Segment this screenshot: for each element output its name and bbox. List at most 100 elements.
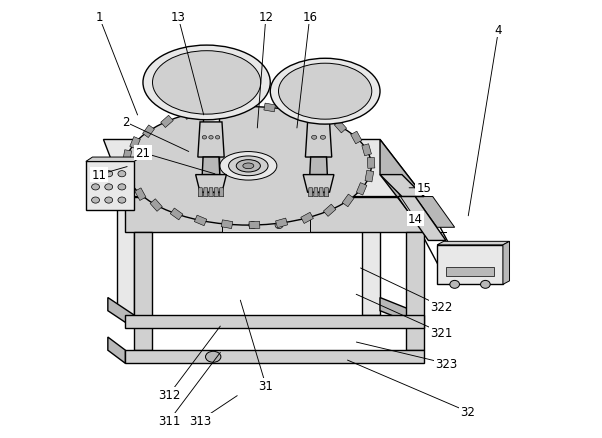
Ellipse shape: [92, 171, 99, 177]
Ellipse shape: [152, 52, 261, 115]
Polygon shape: [170, 208, 183, 220]
Polygon shape: [351, 132, 362, 145]
Polygon shape: [221, 220, 233, 229]
Polygon shape: [222, 219, 310, 232]
Ellipse shape: [92, 184, 99, 191]
Polygon shape: [290, 107, 302, 117]
Text: 15: 15: [417, 182, 432, 195]
Polygon shape: [446, 267, 494, 276]
Polygon shape: [203, 105, 219, 193]
Polygon shape: [125, 197, 424, 232]
Text: 4: 4: [495, 24, 502, 37]
Ellipse shape: [205, 351, 221, 363]
Polygon shape: [125, 177, 135, 188]
Polygon shape: [310, 158, 327, 175]
Ellipse shape: [216, 136, 220, 140]
Polygon shape: [198, 123, 224, 158]
Ellipse shape: [450, 281, 459, 289]
Polygon shape: [437, 245, 503, 285]
Polygon shape: [380, 175, 424, 197]
Polygon shape: [314, 188, 318, 197]
Polygon shape: [237, 104, 247, 111]
Polygon shape: [194, 215, 207, 226]
Polygon shape: [117, 162, 134, 315]
Ellipse shape: [118, 171, 126, 177]
Polygon shape: [180, 105, 233, 118]
Ellipse shape: [243, 164, 254, 170]
Polygon shape: [380, 298, 424, 328]
Text: 11: 11: [92, 169, 107, 182]
Polygon shape: [183, 109, 196, 120]
Polygon shape: [301, 213, 314, 224]
Ellipse shape: [202, 136, 206, 140]
Text: 312: 312: [158, 388, 181, 401]
Ellipse shape: [143, 46, 270, 120]
Polygon shape: [503, 242, 509, 285]
Ellipse shape: [118, 184, 126, 191]
Ellipse shape: [279, 64, 372, 120]
Polygon shape: [319, 188, 323, 197]
Ellipse shape: [209, 136, 213, 140]
Polygon shape: [209, 105, 221, 114]
Ellipse shape: [236, 160, 261, 173]
Ellipse shape: [125, 107, 371, 226]
Ellipse shape: [220, 152, 277, 180]
Text: 323: 323: [435, 357, 457, 370]
Polygon shape: [202, 158, 220, 175]
Polygon shape: [305, 123, 332, 158]
Ellipse shape: [249, 222, 256, 229]
Ellipse shape: [105, 184, 113, 191]
Polygon shape: [123, 150, 132, 162]
Polygon shape: [161, 116, 173, 128]
Polygon shape: [314, 113, 326, 124]
Polygon shape: [323, 205, 336, 217]
Ellipse shape: [105, 198, 113, 204]
Polygon shape: [104, 140, 424, 197]
Polygon shape: [125, 350, 424, 364]
Polygon shape: [311, 105, 326, 193]
Ellipse shape: [229, 157, 268, 176]
Text: 32: 32: [461, 405, 475, 418]
Polygon shape: [362, 175, 380, 315]
Ellipse shape: [480, 281, 490, 289]
Polygon shape: [108, 298, 134, 328]
Polygon shape: [209, 188, 213, 197]
Text: 13: 13: [170, 11, 185, 24]
Polygon shape: [130, 137, 140, 150]
Polygon shape: [324, 188, 329, 197]
Ellipse shape: [270, 59, 380, 125]
Polygon shape: [196, 175, 226, 193]
Polygon shape: [367, 158, 375, 169]
Polygon shape: [397, 197, 446, 241]
Text: 311: 311: [158, 414, 181, 427]
Polygon shape: [135, 188, 146, 201]
Polygon shape: [86, 162, 134, 210]
Polygon shape: [437, 242, 509, 245]
Text: 313: 313: [189, 414, 211, 427]
Ellipse shape: [105, 171, 113, 177]
Text: 2: 2: [122, 116, 129, 129]
Polygon shape: [108, 337, 125, 364]
Text: 12: 12: [258, 11, 273, 24]
Polygon shape: [198, 188, 203, 197]
Polygon shape: [415, 197, 455, 228]
Text: 31: 31: [258, 379, 273, 392]
Polygon shape: [150, 199, 163, 212]
Ellipse shape: [320, 136, 326, 140]
Text: 21: 21: [135, 147, 150, 160]
Polygon shape: [380, 140, 424, 232]
Polygon shape: [134, 232, 152, 350]
Ellipse shape: [312, 136, 317, 140]
Ellipse shape: [118, 198, 126, 204]
Polygon shape: [249, 222, 260, 229]
Polygon shape: [362, 145, 371, 156]
Polygon shape: [125, 315, 424, 328]
Polygon shape: [214, 188, 219, 197]
Text: 16: 16: [302, 11, 317, 24]
Text: 1: 1: [95, 11, 103, 24]
Polygon shape: [122, 164, 129, 175]
Polygon shape: [143, 126, 155, 138]
Polygon shape: [406, 232, 424, 350]
Ellipse shape: [275, 222, 283, 229]
Polygon shape: [356, 183, 367, 196]
